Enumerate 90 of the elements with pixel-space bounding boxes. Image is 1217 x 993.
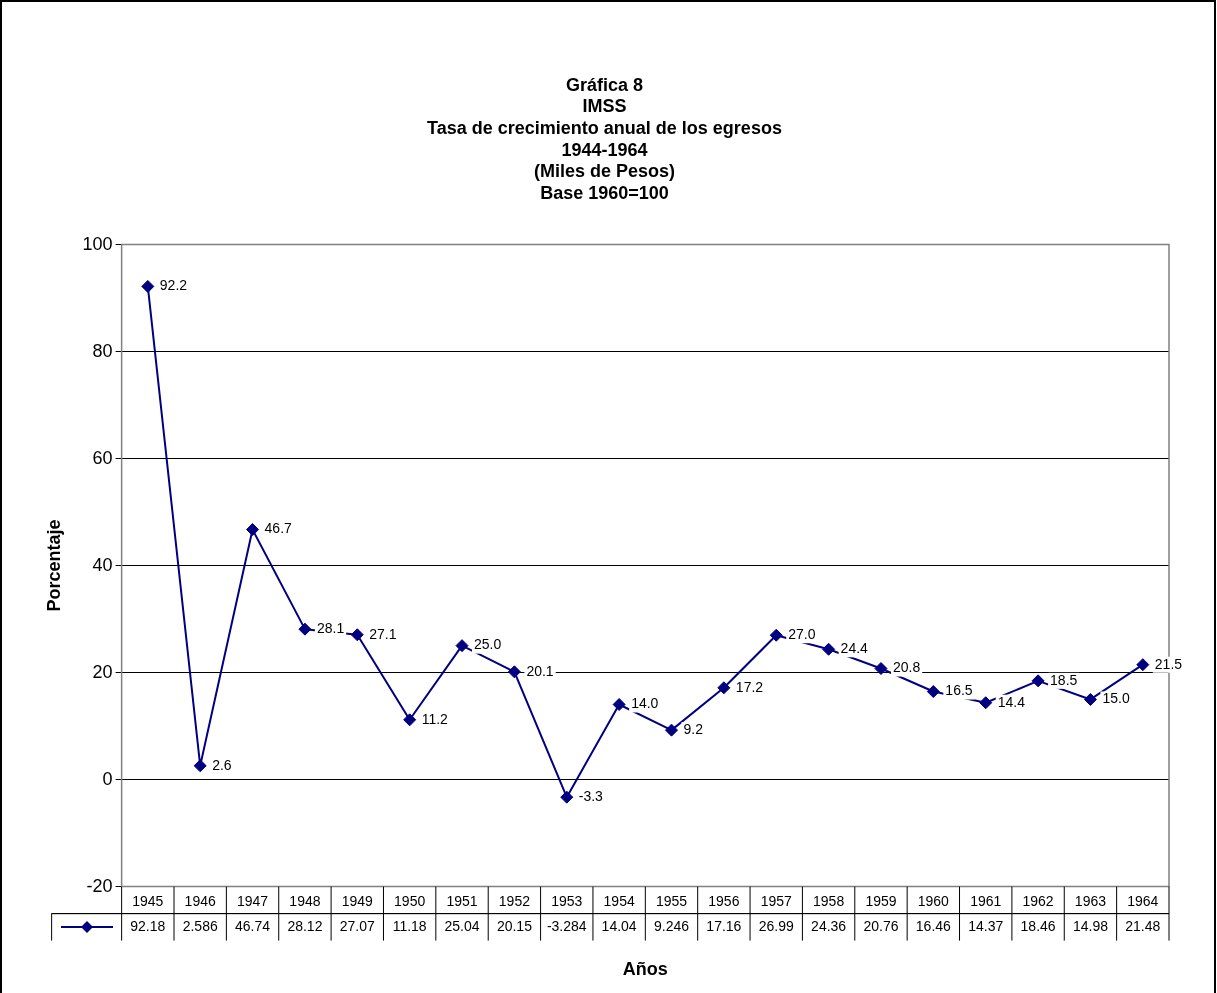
annotation: 21.5 bbox=[1154, 655, 1183, 672]
point bbox=[1136, 658, 1150, 672]
point bbox=[612, 697, 626, 711]
annotation: 18.5 bbox=[1050, 671, 1078, 688]
x-tick-label: 1946 bbox=[184, 892, 216, 909]
data-label: 46.74 bbox=[235, 917, 271, 934]
x-tick-label: 1964 bbox=[1127, 892, 1159, 909]
data-label: 11.18 bbox=[392, 917, 427, 934]
y-tick-label: 20 bbox=[92, 661, 113, 682]
x-tick-label: 1956 bbox=[708, 892, 740, 909]
point bbox=[717, 681, 731, 695]
point bbox=[298, 622, 312, 636]
data-label: 21.48 bbox=[1125, 917, 1161, 934]
x-tick-label: 1950 bbox=[394, 892, 426, 909]
x-tick-label: 1949 bbox=[341, 892, 374, 909]
data-label: 24.36 bbox=[811, 917, 847, 934]
x-tick-label: 1953 bbox=[551, 892, 583, 909]
point bbox=[769, 628, 783, 642]
point bbox=[141, 279, 155, 293]
data-label: -3.284 bbox=[546, 917, 587, 934]
x-tick-label: 1959 bbox=[865, 892, 897, 909]
data-label: 92.18 bbox=[130, 917, 166, 934]
annotation: 28.1 bbox=[316, 620, 345, 637]
data-label: 27.07 bbox=[339, 917, 376, 934]
annotation: 16.5 bbox=[945, 682, 973, 699]
chart-title: Gráfica 8 IMSS Tasa de crecimiento anual de los egresos 1944-1964 (Miles de Pesos) Base 1960=100 bbox=[427, 74, 782, 203]
point bbox=[1083, 692, 1097, 706]
annotation: 24.4 bbox=[840, 640, 869, 657]
y-tick-label: 80 bbox=[92, 340, 113, 361]
point bbox=[403, 713, 417, 727]
point bbox=[822, 642, 836, 656]
point bbox=[507, 665, 521, 679]
annotation: 11.2 bbox=[421, 710, 449, 727]
point bbox=[560, 790, 574, 804]
data-label: 17.16 bbox=[706, 917, 742, 934]
annotation: 9.2 bbox=[683, 720, 704, 737]
y-tick-label: 40 bbox=[92, 554, 113, 575]
y-tick-label: 60 bbox=[92, 447, 113, 468]
x-tick-label: 1960 bbox=[917, 892, 950, 909]
point bbox=[979, 696, 993, 710]
x-axis-title: Años bbox=[622, 959, 668, 980]
data-label: 16.46 bbox=[915, 917, 952, 934]
x-tick-label: 1958 bbox=[813, 892, 845, 909]
y-tick-label: -20 bbox=[86, 875, 113, 896]
data-label: 9.246 bbox=[653, 917, 690, 934]
x-tick-label: 1963 bbox=[1074, 892, 1107, 909]
point bbox=[874, 662, 888, 676]
x-tick-label: 1962 bbox=[1022, 892, 1054, 909]
annotation: 27.1 bbox=[369, 625, 397, 642]
y-axis-title: Porcentaje bbox=[43, 519, 64, 612]
annotation: 17.2 bbox=[735, 678, 764, 695]
data-label: 14.04 bbox=[601, 917, 637, 934]
point bbox=[193, 759, 207, 773]
x-tick-label: 1954 bbox=[603, 892, 635, 909]
x-tick-label: 1948 bbox=[289, 892, 321, 909]
annotation: 15.0 bbox=[1102, 690, 1130, 707]
data-label: 26.99 bbox=[758, 917, 794, 934]
point bbox=[1031, 674, 1045, 688]
point bbox=[665, 723, 678, 737]
point bbox=[455, 639, 469, 653]
x-tick-label: 1952 bbox=[498, 892, 531, 909]
data-label: 20.15 bbox=[496, 917, 533, 934]
annotation: 14.0 bbox=[631, 695, 659, 712]
data-label: 18.46 bbox=[1020, 917, 1056, 934]
x-tick-label: 1945 bbox=[132, 892, 164, 909]
data-label: 14.98 bbox=[1072, 917, 1109, 934]
annotation: 20.1 bbox=[526, 662, 554, 679]
annotation: 46.7 bbox=[264, 520, 293, 537]
data-label: 20.76 bbox=[863, 917, 899, 934]
annotation: 92.2 bbox=[159, 277, 188, 294]
y-tick-label: 0 bbox=[102, 768, 113, 789]
annotation: 2.6 bbox=[212, 756, 232, 773]
point bbox=[246, 523, 260, 537]
data-label: 14.37 bbox=[968, 917, 1004, 934]
x-tick-label: 1947 bbox=[236, 892, 269, 909]
annotation: -3.3 bbox=[578, 788, 604, 805]
x-tick-label: 1955 bbox=[655, 892, 688, 909]
data-label: 25.04 bbox=[444, 917, 480, 934]
point bbox=[926, 685, 940, 699]
data-label: 28.12 bbox=[287, 917, 323, 934]
annotation: 14.4 bbox=[997, 693, 1026, 710]
x-tick-label: 1957 bbox=[760, 892, 793, 909]
annotation: 27.0 bbox=[788, 626, 816, 643]
point bbox=[350, 628, 364, 642]
x-tick-label: 1961 bbox=[970, 892, 1002, 909]
y-tick-label: 100 bbox=[82, 233, 113, 254]
annotation: 20.8 bbox=[892, 659, 921, 676]
annotation: 25.0 bbox=[474, 636, 502, 653]
x-tick-label: 1951 bbox=[446, 892, 478, 909]
data-label: 2.586 bbox=[182, 917, 218, 934]
